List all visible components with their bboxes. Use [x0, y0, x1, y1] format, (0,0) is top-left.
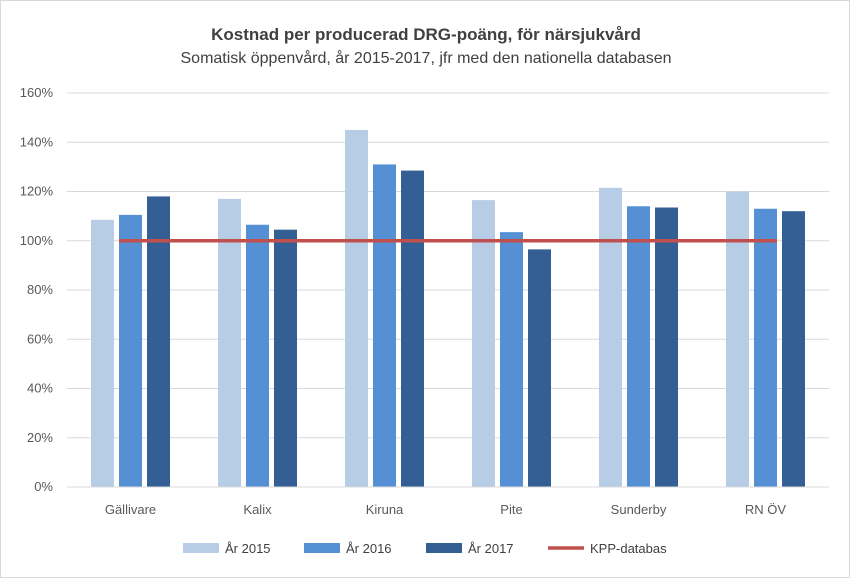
bar [119, 214, 142, 488]
y-tick-label: 60% [27, 331, 53, 346]
x-axis: Gällivare Kalix Kiruna Pite Sunderby RN ÖV [67, 486, 829, 517]
bar [373, 164, 396, 487]
bar [147, 196, 170, 488]
bar [246, 224, 269, 487]
y-tick-label: 100% [20, 233, 54, 248]
y-tick-label: 140% [20, 134, 54, 149]
y-tick-label: 40% [27, 381, 53, 396]
legend-label: År 2015 [225, 541, 271, 556]
legend-swatch [426, 543, 462, 553]
bar [500, 232, 523, 487]
bar [401, 170, 424, 487]
y-tick-label: 120% [20, 184, 54, 199]
bars [91, 129, 805, 488]
legend-label: KPP-databas [590, 541, 667, 556]
x-tick-label: Kalix [243, 502, 272, 517]
bar [528, 249, 551, 487]
x-tick-label: Pite [500, 502, 522, 517]
y-tick-label: 20% [27, 430, 53, 445]
chart-subtitle: Somatisk öppenvård, år 2015-2017, jfr me… [181, 49, 672, 67]
legend: År 2015 År 2016 År 2017 KPP-databas [183, 541, 667, 556]
x-tick-label: Kiruna [366, 502, 404, 517]
legend-swatch [304, 543, 340, 553]
bar [472, 200, 495, 487]
gridlines [67, 92, 829, 439]
bar [91, 219, 114, 487]
bar [782, 211, 805, 487]
y-axis: 0% 20% 40% 60% 80% 100% 120% 140% 160% [20, 85, 54, 494]
x-tick-label: RN ÖV [745, 502, 787, 517]
bar [218, 198, 241, 487]
x-tick-label: Gällivare [105, 502, 156, 517]
bar [599, 187, 622, 487]
y-tick-label: 160% [20, 85, 54, 100]
legend-label: År 2017 [468, 541, 514, 556]
bar [345, 129, 368, 487]
chart-title: Kostnad per producerad DRG-poäng, för nä… [211, 25, 641, 44]
bar [726, 191, 749, 487]
y-tick-label: 80% [27, 282, 53, 297]
bar [274, 229, 297, 487]
bar [627, 206, 650, 487]
bar [655, 207, 678, 487]
x-tick-label: Sunderby [611, 502, 667, 517]
bar [754, 208, 777, 488]
legend-label: År 2016 [346, 541, 392, 556]
y-tick-label: 0% [34, 479, 53, 494]
legend-swatch [183, 543, 219, 553]
